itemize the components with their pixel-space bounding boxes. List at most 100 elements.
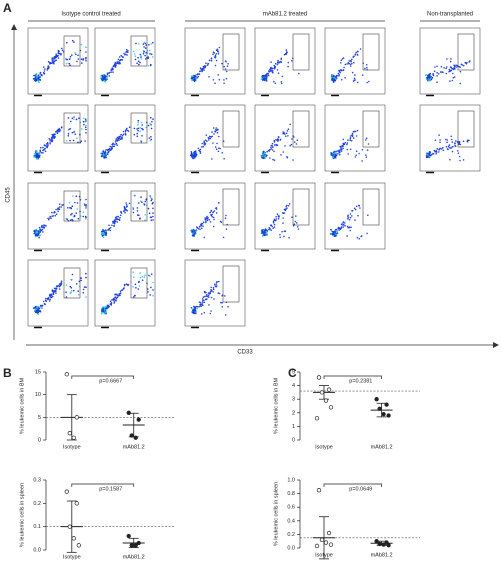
event-dot [200,69,203,71]
event-dot [85,198,87,201]
plot-frame [184,259,246,327]
event-dot [123,283,126,286]
event-dot [60,206,62,208]
event-dot [277,59,279,62]
event-dot [141,275,144,278]
panel-label: C [288,366,297,380]
event-dot [72,289,75,292]
event-dot [332,232,335,234]
event-dot [35,73,38,75]
event-dot [215,127,217,129]
event-dot [105,152,108,154]
event-dot [199,301,202,304]
event-dot [286,51,288,54]
event-dot [339,153,341,156]
event-dot [128,126,131,128]
event-dot [85,120,87,122]
event-dot [135,42,137,45]
event-dot [152,215,154,218]
event-dot [288,237,290,239]
data-point [384,402,389,407]
event-dot [225,214,227,217]
event-dot [460,63,463,66]
event-dot [141,124,143,126]
event-dot [273,140,275,142]
flow-plot [184,104,246,174]
event-dot [290,143,293,146]
event-dot [111,299,113,301]
event-dot [455,64,458,67]
event-dot [226,65,229,67]
event-dot [132,286,134,288]
event-dot [49,139,51,141]
event-dot [295,143,298,145]
event-dot [71,117,74,120]
event-dot [53,133,55,135]
event-dot [84,126,87,129]
event-dot [210,310,212,312]
plot-frame [184,27,246,95]
event-dot [335,154,338,157]
event-dot [140,55,143,57]
plot-frame [324,27,386,95]
event-dot [199,304,202,307]
event-dot [452,72,454,75]
event-dot [119,135,122,138]
event-dot [103,155,106,158]
event-dot [67,135,70,137]
data-point [74,501,79,506]
event-dot [73,116,75,118]
event-dot [85,286,87,289]
event-dot [277,215,280,217]
event-dot [82,120,85,123]
event-dot [204,290,206,293]
event-dot [263,233,266,235]
event-dot [80,277,82,280]
event-dot [277,72,280,74]
event-dot [367,214,369,216]
event-dot [42,300,45,303]
event-dot [214,64,217,67]
event-dot [45,144,47,147]
event-dot [58,130,61,133]
data-point [374,397,379,402]
event-dot [39,76,42,78]
event-dot [261,74,264,77]
event-dot [134,283,137,286]
event-dot [148,137,151,139]
event-dot [287,61,290,64]
event-dot [139,61,141,64]
event-dot [191,230,193,233]
event-dot [426,156,429,159]
event-dot [199,225,201,228]
event-dot [465,63,468,65]
event-dot [105,156,107,159]
event-dot [356,236,359,239]
event-dot [436,71,438,74]
event-dot [200,146,203,148]
event-dot [203,301,206,304]
event-dot [52,290,54,292]
event-dot [440,65,443,68]
event-dot [262,231,264,233]
event-dot [342,138,345,141]
y-axis-title: % leukemic cells in BM [273,377,279,434]
event-dot [83,204,86,206]
event-dot [211,135,213,138]
event-dot [223,65,225,68]
event-dot [105,308,108,311]
event-dot [150,138,153,141]
event-dot [445,66,448,68]
data-point [386,413,391,418]
event-dot [357,81,359,84]
event-dot [85,296,87,298]
event-dot [194,231,196,233]
event-dot [340,148,342,150]
data-point [323,398,329,403]
event-dot [210,286,212,289]
event-dot [74,52,76,54]
event-dot [33,156,35,158]
event-dot [85,51,87,53]
event-dot [213,52,216,54]
event-dot [201,303,204,305]
